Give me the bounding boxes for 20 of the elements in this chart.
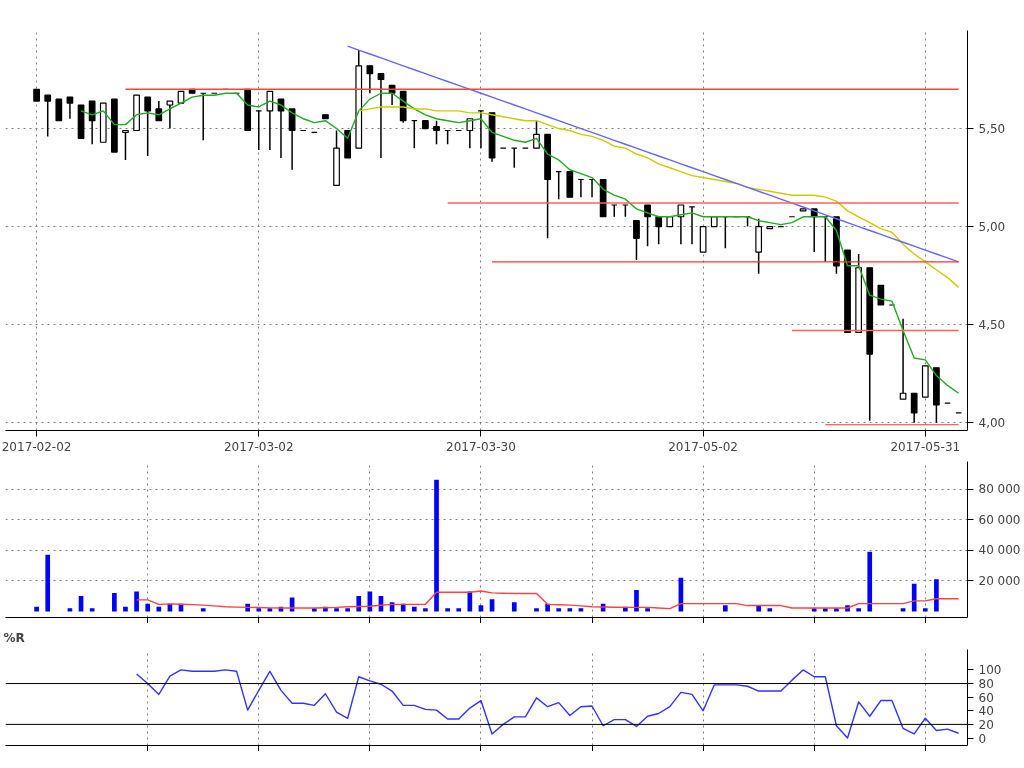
x-tick-label: 2017-03-30 xyxy=(446,439,516,454)
y-tick-label: 5,00 xyxy=(978,220,1006,235)
x-tick-label: 2017-02-02 xyxy=(1,439,72,454)
y-tick-label: 100 xyxy=(978,663,1002,678)
y-tick-label: 4,00 xyxy=(978,416,1006,431)
y-tick-label: 80 xyxy=(978,677,994,692)
x-tick-label: 2017-05-31 xyxy=(890,439,961,454)
y-tick-label: 80 000 xyxy=(978,482,1021,497)
y-tick-label: 20 000 xyxy=(978,573,1021,588)
y-tick-label: 4,50 xyxy=(978,318,1006,333)
y-tick-label: 60 000 xyxy=(978,512,1021,527)
y-tick-label: 20 xyxy=(978,717,994,732)
chart-title: %R xyxy=(3,630,25,645)
y-tick-label: 5,50 xyxy=(978,122,1006,137)
x-tick-label: 2017-05-02 xyxy=(668,439,738,454)
y-tick-label: 40 xyxy=(978,704,994,719)
y-tick-label: 60 xyxy=(978,690,994,705)
y-tick-label: 40 000 xyxy=(978,543,1021,558)
x-tick-label: 2017-03-02 xyxy=(223,439,294,454)
y-tick-label: 0 xyxy=(978,731,987,746)
